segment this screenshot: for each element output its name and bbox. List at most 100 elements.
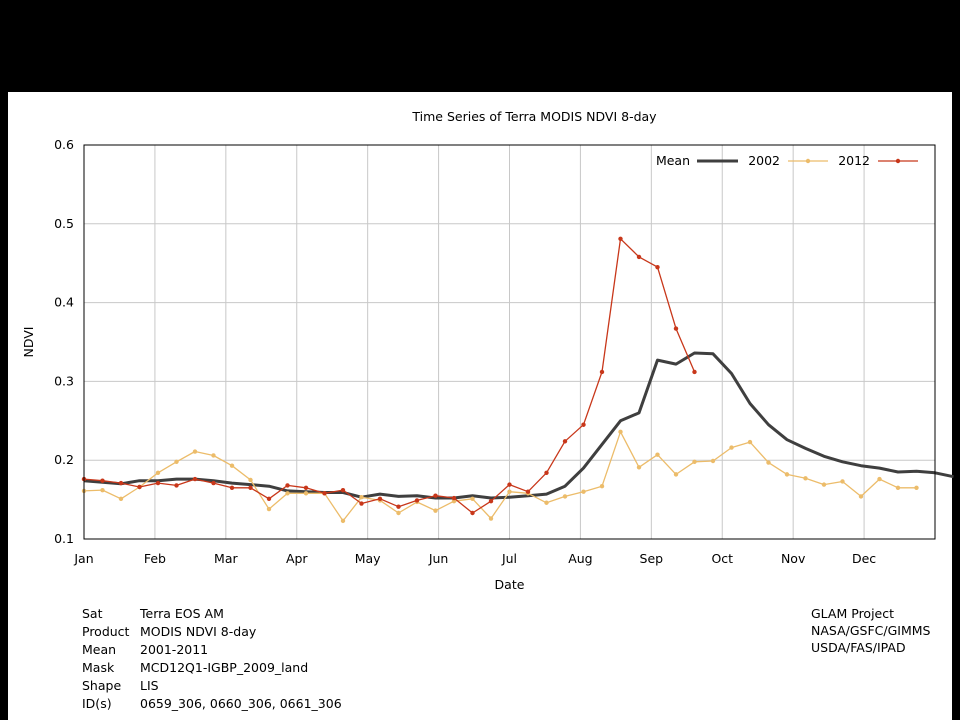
data-point-2002 — [174, 459, 179, 464]
meta-key: Product — [82, 624, 130, 639]
credit-line: GLAM Project — [811, 606, 895, 621]
meta-key: ID(s) — [82, 696, 112, 711]
meta-value: MCD12Q1-IGBP_2009_land — [140, 660, 309, 675]
data-point-2002 — [914, 485, 919, 490]
data-point-2012 — [673, 326, 679, 331]
y-tick-label: 0.3 — [54, 373, 74, 388]
data-point-2002 — [858, 494, 864, 499]
credit-line: NASA/GSFC/GIMMS — [811, 623, 931, 638]
data-point-2002 — [433, 508, 438, 513]
meta-key: Mask — [82, 660, 115, 675]
data-point-2012 — [118, 480, 124, 486]
data-point-2012 — [692, 369, 697, 375]
meta-key: Sat — [82, 606, 103, 621]
data-point-2012 — [285, 483, 290, 488]
data-point-2012 — [377, 496, 383, 502]
series-line-mean — [83, 351, 954, 500]
data-point-2012 — [155, 480, 161, 486]
data-point-2002 — [211, 453, 216, 458]
data-point-2012 — [248, 485, 253, 490]
data-point-2002 — [544, 500, 549, 505]
credit-line: USDA/FAS/IPAD — [811, 640, 906, 655]
x-tick-label-jul: Jul — [501, 551, 517, 566]
meta-key: Shape — [82, 678, 122, 693]
meta-row-sat: Sat Terra EOS AM — [82, 605, 342, 623]
data-point-2002 — [396, 510, 401, 516]
data-point-2002 — [877, 476, 882, 482]
data-point-2002 — [118, 496, 124, 502]
data-point-2002 — [581, 489, 586, 494]
y-tick-label: 0.2 — [54, 452, 74, 467]
data-point-2012 — [322, 491, 327, 496]
x-tick-label-mar: Mar — [214, 551, 238, 566]
data-point-2002 — [359, 495, 364, 500]
data-point-2002 — [488, 516, 494, 521]
data-point-2002 — [303, 491, 309, 496]
data-point-2002 — [766, 460, 771, 465]
y-tick-label: 0.6 — [54, 137, 74, 152]
x-tick-label-may: May — [355, 551, 381, 566]
data-point-2002 — [747, 439, 753, 445]
data-point-2002 — [618, 429, 623, 435]
data-point-2012 — [414, 498, 420, 503]
y-axis-label: NDVI — [21, 327, 36, 358]
data-point-2012 — [544, 470, 549, 476]
data-point-2002 — [803, 476, 808, 481]
x-tick-label-oct: Oct — [711, 551, 733, 566]
meta-value: MODIS NDVI 8-day — [140, 624, 257, 639]
data-point-2002 — [229, 463, 235, 468]
data-point-2002 — [451, 498, 457, 504]
data-point-2012 — [488, 498, 494, 504]
data-point-2012 — [211, 480, 216, 486]
data-point-2012 — [340, 487, 346, 493]
legend-marker-2012 — [895, 158, 901, 164]
data-point-2002 — [692, 459, 697, 464]
data-point-2002 — [248, 477, 253, 483]
data-point-2012 — [562, 439, 568, 444]
meta-row-shape: Shape LIS — [82, 677, 342, 695]
data-point-2012 — [451, 495, 457, 501]
legend-label-mean: Mean — [656, 153, 690, 168]
plot-frame — [83, 144, 936, 540]
x-tick-label-nov: Nov — [781, 551, 806, 566]
meta-value: 2001-2011 — [140, 642, 209, 657]
meta-row-mask: Mask MCD12Q1-IGBP_2009_land — [82, 659, 342, 677]
left-black-edge — [0, 92, 8, 720]
meta-value: Terra EOS AM — [140, 606, 224, 621]
data-point-2002 — [840, 479, 845, 484]
data-point-2002 — [784, 472, 790, 477]
x-tick-label-jan: Jan — [73, 551, 93, 566]
ndvi-time-series-chart: Time Series of Terra MODIS NDVI 8-day 0.1… — [21, 109, 954, 592]
data-point-2002 — [562, 494, 568, 499]
data-point-2012 — [100, 478, 105, 483]
data-point-2002 — [821, 482, 827, 487]
series-line-2002 — [83, 431, 917, 522]
data-point-2012 — [396, 504, 401, 509]
meta-value: 0659_306, 0660_306, 0661_306 — [140, 696, 342, 711]
data-point-2012 — [507, 482, 512, 487]
credits-panel: GLAM Project NASA/GSFC/GIMMS USDA/FAS/IP… — [811, 605, 930, 656]
x-tick-label-dec: Dec — [852, 551, 876, 566]
data-point-2012 — [655, 264, 660, 270]
x-tick-label-aug: Aug — [568, 551, 592, 566]
data-point-2002 — [192, 449, 198, 454]
data-point-2002 — [470, 496, 475, 502]
x-tick-label-sep: Sep — [640, 551, 664, 566]
legend-label-2002: 2002 — [748, 153, 780, 168]
metadata-panel: Sat Terra EOS AM Product MODIS NDVI 8-day … — [82, 605, 342, 713]
data-point-2012 — [618, 236, 623, 241]
y-tick-label: 0.1 — [54, 531, 74, 546]
x-tick-label-apr: Apr — [286, 551, 308, 566]
data-point-2012 — [581, 422, 586, 427]
data-point-2012 — [470, 510, 475, 516]
data-point-2002 — [100, 487, 105, 493]
series-line-2012 — [83, 238, 696, 514]
chart-title: Time Series of Terra MODIS NDVI 8-day — [411, 109, 657, 124]
data-point-2002 — [636, 465, 642, 470]
data-point-2002 — [285, 491, 290, 496]
data-point-2012 — [229, 485, 235, 490]
data-point-2002 — [507, 489, 512, 494]
x-axis-label: Date — [495, 577, 525, 592]
data-point-2012 — [137, 484, 142, 490]
x-tick-label-jun: Jun — [428, 551, 449, 566]
